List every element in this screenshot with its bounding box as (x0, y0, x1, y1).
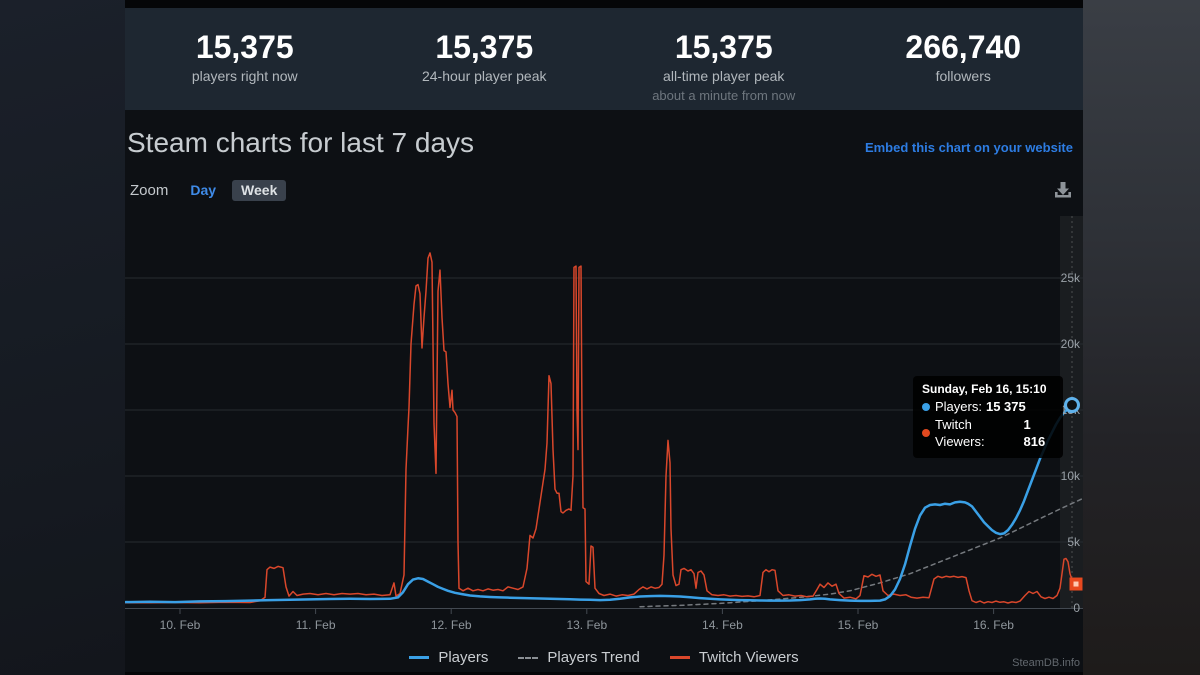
tooltip-twitch-label: Twitch Viewers: (935, 416, 985, 450)
svg-text:0: 0 (1073, 601, 1080, 615)
twitch-viewers-line-swatch-icon (669, 656, 690, 659)
twitch-dot-icon (922, 429, 930, 438)
download-chart-icon[interactable] (1051, 178, 1075, 202)
stats-bar: 15,375 players right now 15,375 24-hour … (125, 8, 1083, 110)
svg-text:16. Feb: 16. Feb (973, 618, 1014, 632)
zoom-option-day[interactable]: Day (190, 182, 217, 198)
svg-text:15. Feb: 15. Feb (838, 618, 879, 632)
alltime-peak-sublabel: about a minute from now (652, 88, 796, 104)
zoom-option-week[interactable]: Week (232, 179, 287, 201)
tooltip-players-row: Players: 15 375 (922, 398, 1054, 416)
zoom-controls: Zoom Day Week (125, 178, 1083, 202)
tooltip-twitch-value: 1 816 (1023, 416, 1046, 450)
legend-item-twitch-viewers[interactable]: Twitch Viewers (669, 649, 799, 666)
steam-chart-svg[interactable]: 10. Feb 11. Feb 12. Feb 13. Feb 14. Feb 15. F… (125, 216, 1083, 646)
svg-text:13. Feb: 13. Feb (566, 618, 607, 632)
legend-item-players-trend[interactable]: Players Trend (518, 649, 640, 666)
stat-followers: 266,740 followers (844, 8, 1084, 84)
players-now-label: players right now (191, 68, 298, 85)
page-background-right (1083, 0, 1200, 675)
followers-value: 266,740 (905, 29, 1022, 65)
players-trend-dash-swatch-icon (518, 656, 539, 659)
svg-text:10. Feb: 10. Feb (160, 618, 201, 632)
legend-players-label: Players (438, 649, 489, 666)
alltime-peak-label: all-time player peak (663, 68, 785, 85)
chart-header: Steam charts for last 7 days Embed this … (125, 127, 1083, 159)
stat-24h-peak: 15,375 24-hour player peak (365, 8, 605, 84)
top-strip (125, 0, 1083, 8)
legend-item-players[interactable]: Players (409, 649, 488, 666)
peak-24h-label: 24-hour player peak (421, 68, 547, 85)
chart-legend: Players Players Trend Twitch Viewers (125, 649, 1083, 666)
legend-players-trend-label: Players Trend (547, 649, 640, 666)
page-title: Steam charts for last 7 days (127, 127, 475, 158)
svg-text:5k: 5k (1067, 535, 1081, 549)
tooltip-players-value: 15 375 (985, 399, 1026, 414)
legend-twitch-viewers-label: Twitch Viewers (698, 649, 799, 666)
svg-text:10k: 10k (1061, 469, 1081, 483)
tooltip-date: Sunday, Feb 16, 15:10 (922, 382, 1047, 396)
chart-area[interactable]: 10. Feb 11. Feb 12. Feb 13. Feb 14. Feb 15. F… (125, 216, 1083, 646)
svg-text:25k: 25k (1061, 271, 1081, 285)
bottom-strip (125, 672, 1083, 675)
tooltip-players-label: Players: (935, 399, 982, 414)
stat-players-now: 15,375 players right now (125, 8, 365, 84)
stat-alltime-peak: 15,375 all-time player peak about a minu… (604, 8, 844, 103)
alltime-peak-value: 15,375 (674, 29, 773, 65)
chart-tooltip: Sunday, Feb 16, 15:10 Players: 15 375 Tw… (913, 376, 1063, 458)
peak-24h-value: 15,375 (435, 29, 534, 65)
followers-label: followers (935, 68, 991, 85)
zoom-label: Zoom (130, 181, 169, 199)
svg-text:11. Feb: 11. Feb (296, 618, 336, 632)
page-background-left (0, 0, 125, 675)
svg-text:12. Feb: 12. Feb (431, 618, 472, 632)
players-line-swatch-icon (409, 656, 430, 659)
svg-text:14. Feb: 14. Feb (702, 618, 743, 632)
tooltip-twitch-row: Twitch Viewers: 1 816 (922, 416, 1054, 451)
players-now-value: 15,375 (195, 29, 294, 65)
main-content: 15,375 players right now 15,375 24-hour … (125, 0, 1083, 675)
steamdb-watermark: SteamDB.info (1012, 657, 1080, 669)
players-dot-icon (922, 402, 930, 411)
svg-text:20k: 20k (1061, 337, 1081, 351)
embed-chart-link[interactable]: Embed this chart on your website (864, 140, 1073, 155)
